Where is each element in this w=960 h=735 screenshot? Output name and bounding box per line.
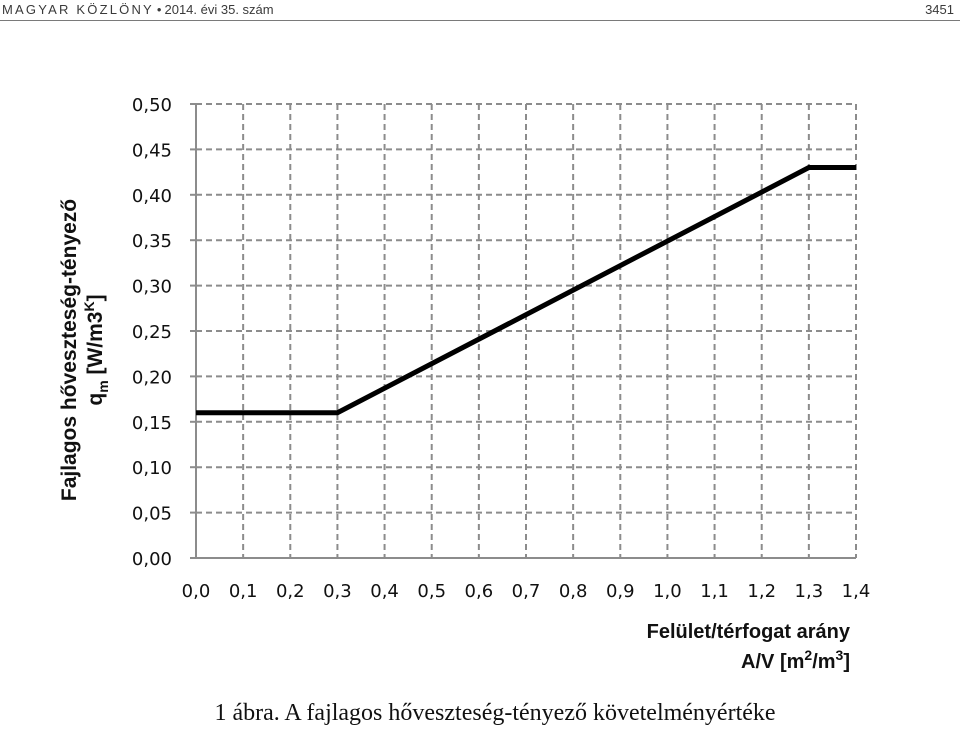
x-tick-label: 1,3: [795, 581, 824, 602]
x-tick-label: 1,4: [842, 581, 871, 602]
header-separator: •: [156, 2, 162, 17]
x-axis-label: Felület/térfogat arány: [647, 621, 851, 643]
x-axis-unit-label: A/V [m2/m3]: [741, 647, 850, 673]
x-tick-label: 0,8: [559, 581, 588, 602]
x-tick-label: 0,0: [182, 581, 211, 602]
x-tick-label: 0,9: [606, 581, 635, 602]
x-tick-label: 1,1: [700, 581, 729, 602]
x-tick-label: 0,7: [512, 581, 541, 602]
x-tick-label: 1,0: [653, 581, 682, 602]
y-tick-label: 0,35: [132, 231, 172, 252]
chart-axes: [190, 103, 856, 559]
chart-grid: [195, 103, 857, 559]
y-tick-label: 0,20: [132, 367, 172, 388]
x-tick-label: 0,5: [417, 581, 446, 602]
series-line: [196, 165, 856, 416]
figure-caption: 1 ábra. A fajlagos hőveszteség-tényező k…: [214, 700, 776, 726]
line-chart: 0,00 0,05 0,10 0,15 0,20 0,25 0,30 0,35 0,40 0,45…: [58, 95, 871, 673]
x-tick-label: 0,3: [323, 581, 352, 602]
chart-series: [196, 165, 856, 416]
x-tick-label: 0,6: [465, 581, 494, 602]
x-tick-labels: 0,0 0,1 0,2 0,3 0,4 0,5 0,6 0,7 0,8 0,9 1,0 1,1 1,2 1…: [182, 581, 871, 602]
issue-label: 2014. évi 35. szám: [164, 2, 274, 17]
x-tick-label: 0,4: [370, 581, 399, 602]
y-tick-label: 0,15: [132, 413, 172, 434]
publication-name: MAGYAR KÖZLÖNY: [2, 2, 154, 17]
x-tick-label: 1,2: [747, 581, 776, 602]
y-tick-label: 0,50: [132, 95, 172, 116]
y-tick-label: 0,05: [132, 504, 172, 525]
publication-line: MAGYAR KÖZLÖNY • 2014. évi 35. szám: [2, 2, 274, 17]
page-header: MAGYAR KÖZLÖNY • 2014. évi 35. szám 3451: [0, 0, 960, 22]
y-tick-label: 0,25: [132, 322, 172, 343]
header-rule: [0, 20, 960, 21]
x-tick-label: 0,1: [229, 581, 258, 602]
y-tick-label: 0,30: [132, 277, 172, 298]
x-tick-label: 0,2: [276, 581, 305, 602]
page-number: 3451: [925, 2, 954, 17]
y-tick-label: 0,40: [132, 186, 172, 207]
y-tick-labels: 0,00 0,05 0,10 0,15 0,20 0,25 0,30 0,35 0,40 0,45…: [132, 95, 172, 570]
y-tick-label: 0,10: [132, 458, 172, 479]
y-axis-label: Fajlagos hőveszteség-tényező: [58, 199, 81, 501]
y-tick-label: 0,45: [132, 140, 172, 161]
y-tick-label: 0,00: [132, 549, 172, 570]
y-axis-unit-label: qm [W/m3K]: [81, 294, 111, 405]
